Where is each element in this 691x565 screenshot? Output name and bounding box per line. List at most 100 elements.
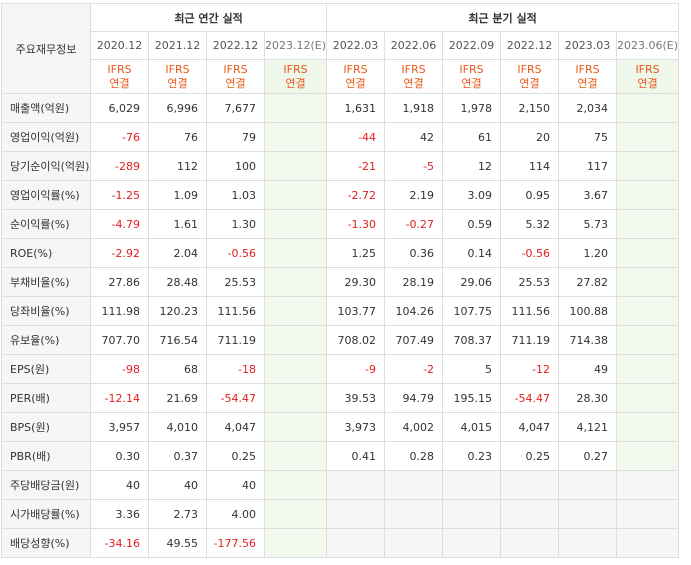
value-cell: [326, 470, 386, 500]
consolidated-label: 연결: [637, 76, 658, 90]
value-cell: 12: [442, 151, 502, 181]
value-cell: 103.77: [326, 296, 386, 326]
table-row: 순이익률(%) -4.79 1.61 1.30 -1.30 -0.27 0.59 5.32 5.…: [1, 209, 680, 239]
value-cell: -177.56: [206, 528, 265, 558]
value-cell: 1.20: [558, 238, 618, 268]
table-body: 매출액(억원) 6,029 6,996 7,677 1,631 1,918 1,978 2,1…: [1, 93, 680, 558]
value-cell: 1,978: [442, 93, 502, 123]
value-cell: 76: [148, 122, 207, 152]
table-row: EPS(원) -98 68 -18 -9 -2 5 -12 49: [1, 354, 680, 384]
ifrs-label: IFRS: [283, 62, 308, 76]
value-cell: 0.25: [500, 441, 560, 471]
value-cell: [616, 499, 680, 529]
value-cell: [616, 470, 680, 500]
value-cell: -21: [326, 151, 386, 181]
value-cell: 5.73: [558, 209, 618, 239]
ifrs-basis-header: IFRS 연결: [384, 59, 444, 94]
consolidated-label: 연결: [461, 76, 482, 90]
value-cell: 707.70: [90, 325, 149, 355]
value-cell: 25.53: [206, 267, 265, 297]
value-cell: -44: [326, 122, 386, 152]
value-cell: [263, 470, 328, 500]
ifrs-basis-header: IFRS 연결: [558, 59, 618, 94]
value-cell: -1.30: [326, 209, 386, 239]
value-cell: [263, 499, 328, 529]
value-cell: [616, 383, 680, 413]
value-cell: 3.36: [90, 499, 149, 529]
value-cell: -1.25: [90, 180, 149, 210]
row-label: 배당성향(%): [1, 528, 91, 558]
table-row: BPS(원) 3,957 4,010 4,047 3,973 4,002 4,015 4,04…: [1, 412, 680, 442]
value-cell: 49: [558, 354, 618, 384]
value-cell: 1.03: [206, 180, 265, 210]
value-cell: 27.82: [558, 267, 618, 297]
consolidated-label: 연결: [577, 76, 598, 90]
value-cell: -54.47: [206, 383, 265, 413]
ifrs-row: IFRS 연결 IFRS 연결 IFRS 연결 IFRS 연결 IFRS 연결 IFRS 연결 IFRS…: [2, 59, 680, 94]
value-cell: -2.72: [326, 180, 386, 210]
value-cell: [442, 499, 502, 529]
value-cell: 3,973: [326, 412, 386, 442]
ifrs-label: IFRS: [343, 62, 368, 76]
value-cell: 2.04: [148, 238, 207, 268]
row-label: PBR(배): [1, 441, 91, 471]
value-cell: [263, 151, 328, 181]
value-cell: 112: [148, 151, 207, 181]
row-label: 유보율(%): [1, 325, 91, 355]
row-label: 영업이익(억원): [1, 122, 91, 152]
value-cell: 708.02: [326, 325, 386, 355]
value-cell: 25.53: [500, 267, 560, 297]
consolidated-label: 연결: [345, 76, 366, 90]
period-header: 2022.09: [442, 31, 502, 60]
value-cell: 40: [206, 470, 265, 500]
value-cell: [263, 383, 328, 413]
value-cell: 28.48: [148, 267, 207, 297]
value-cell: 28.19: [384, 267, 444, 297]
value-cell: 0.23: [442, 441, 502, 471]
value-cell: [616, 296, 680, 326]
value-cell: [616, 122, 680, 152]
table-row: 부채비율(%) 27.86 28.48 25.53 29.30 28.19 29.06 25.…: [1, 267, 680, 297]
value-cell: 0.30: [90, 441, 149, 471]
value-cell: 27.86: [90, 267, 149, 297]
value-cell: -5: [384, 151, 444, 181]
value-cell: [616, 180, 680, 210]
value-cell: 4,002: [384, 412, 444, 442]
value-cell: [500, 499, 560, 529]
value-cell: 0.14: [442, 238, 502, 268]
value-cell: [442, 528, 502, 558]
table-row: PBR(배) 0.30 0.37 0.25 0.41 0.28 0.23 0.25 0.27: [1, 441, 680, 471]
ifrs-label: IFRS: [107, 62, 132, 76]
value-cell: 29.06: [442, 267, 502, 297]
value-cell: 42: [384, 122, 444, 152]
value-cell: [558, 528, 618, 558]
value-cell: -0.27: [384, 209, 444, 239]
consolidated-label: 연결: [109, 76, 130, 90]
ifrs-label: IFRS: [575, 62, 600, 76]
table-row: 영업이익(억원) -76 76 79 -44 42 61 20 75: [1, 122, 680, 152]
value-cell: 1,631: [326, 93, 386, 123]
ifrs-basis-header: IFRS 연결: [148, 59, 207, 94]
value-cell: 100.88: [558, 296, 618, 326]
value-cell: [263, 238, 328, 268]
value-cell: 28.30: [558, 383, 618, 413]
value-cell: 61: [442, 122, 502, 152]
value-cell: 21.69: [148, 383, 207, 413]
value-cell: 0.95: [500, 180, 560, 210]
consolidated-label: 연결: [167, 76, 188, 90]
value-cell: [558, 499, 618, 529]
value-cell: [263, 122, 328, 152]
row-label: 매출액(억원): [1, 93, 91, 123]
value-cell: [616, 151, 680, 181]
value-cell: 0.36: [384, 238, 444, 268]
value-cell: -12.14: [90, 383, 149, 413]
value-cell: 107.75: [442, 296, 502, 326]
row-label: ROE(%): [1, 238, 91, 268]
value-cell: 2.73: [148, 499, 207, 529]
row-label: 부채비율(%): [1, 267, 91, 297]
value-cell: -98: [90, 354, 149, 384]
value-cell: 4,015: [442, 412, 502, 442]
ifrs-label: IFRS: [223, 62, 248, 76]
value-cell: [263, 325, 328, 355]
value-cell: 49.55: [148, 528, 207, 558]
